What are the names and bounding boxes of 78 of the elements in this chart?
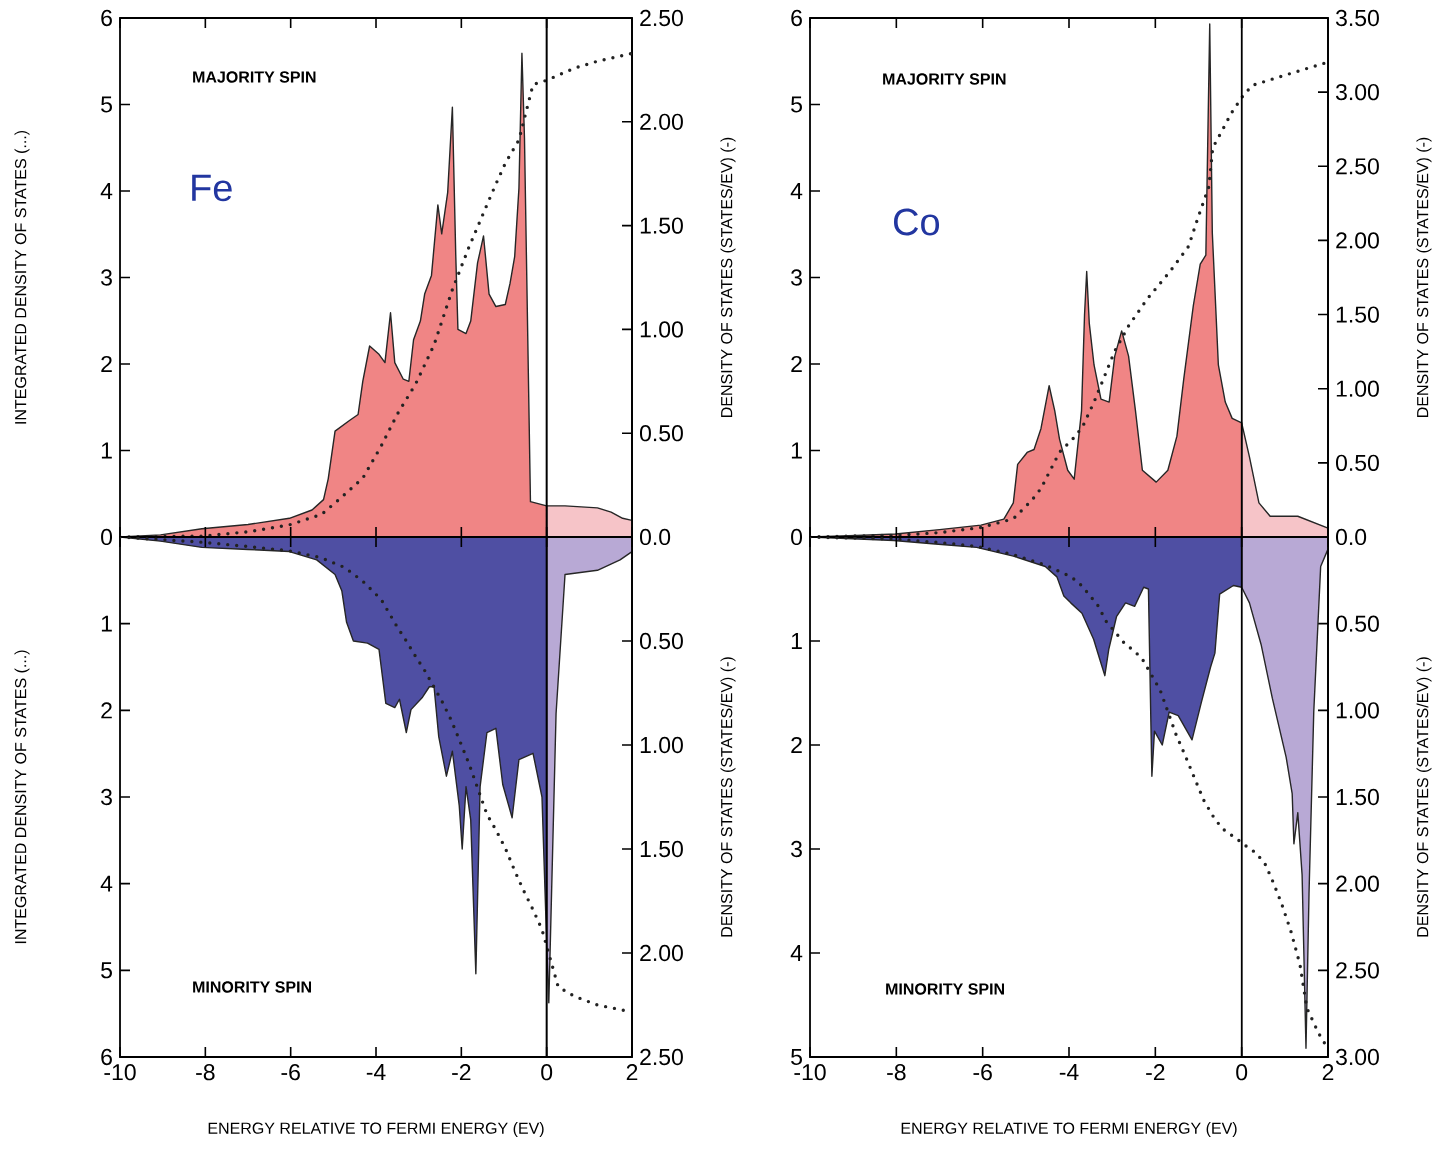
- y2-tick-label: 0.50: [639, 425, 683, 442]
- y-tick-label: 5: [101, 962, 112, 979]
- y-axis-title: INTEGRATED DENSITY OF STATES (...): [14, 130, 30, 424]
- y-tick-label: 0: [101, 528, 113, 546]
- y2-tick-label: 1.50: [640, 840, 683, 858]
- annotation: MAJORITY SPIN: [193, 71, 316, 83]
- y-tick-label: 5: [101, 96, 112, 113]
- y-tick-label: 1: [101, 442, 112, 459]
- x-tick-label: -8: [196, 1064, 215, 1081]
- y2-tick-label: 3.00: [1335, 83, 1379, 101]
- x-tick-label: -6: [973, 1064, 992, 1081]
- y2-tick-label: 1.00: [1336, 380, 1379, 397]
- y-tick-label: 3: [101, 269, 112, 286]
- y2-axis-title: DENSITY OF STATES (STATES/EV) (-): [1416, 137, 1432, 417]
- y2-tick-label: 3.00: [1335, 1048, 1379, 1066]
- y2-tick-label: 1.50: [640, 217, 683, 234]
- y-tick-label: 2: [791, 355, 802, 373]
- y-tick-label: 5: [791, 96, 802, 113]
- y2-tick-label: 2.50: [1336, 158, 1379, 175]
- y-tick-label: 2: [101, 355, 112, 373]
- y-axis-title: INTEGRATED DENSITY OF STATES (...): [14, 650, 30, 944]
- y2-tick-label: 2.00: [640, 113, 683, 130]
- y2-tick-label: 2.50: [640, 9, 683, 27]
- y2-tick-label: 1.00: [640, 321, 683, 338]
- annotation: Fe: [192, 174, 232, 202]
- x-tick-label: -10: [794, 1064, 826, 1081]
- y-tick-label: 6: [101, 9, 112, 27]
- x-tick-label: -10: [104, 1064, 136, 1081]
- x-axis-title: ENERGY RELATIVE TO FERMI ENERGY (EV): [208, 1122, 544, 1137]
- y-tick-label: 2: [791, 736, 802, 754]
- y2-tick-label: 3.50: [1335, 9, 1379, 27]
- y-tick-label: 6: [791, 9, 802, 27]
- y-tick-label: 4: [100, 875, 113, 892]
- annotation: MINORITY SPIN: [193, 981, 311, 993]
- y-tick-label: 3: [791, 840, 802, 858]
- y-tick-label: 3: [791, 269, 802, 286]
- y2-tick-label: 0.50: [1335, 454, 1379, 471]
- annotation: MAJORITY SPIN: [883, 73, 1006, 85]
- x-tick-label: 0: [541, 1064, 553, 1081]
- x-tick-label: 0: [1236, 1064, 1248, 1081]
- y2-axis-title: DENSITY OF STATES (STATES/EV) (-): [1416, 657, 1432, 937]
- y2-tick-label: 0.0: [639, 528, 671, 546]
- y-tick-label: 0: [791, 528, 803, 546]
- y-tick-label: 4: [790, 183, 803, 199]
- x-tick-label: 2: [1322, 1064, 1334, 1081]
- x-tick-label: -2: [1146, 1064, 1165, 1081]
- y2-tick-label: 2.00: [640, 944, 683, 962]
- y-tick-label: 3: [101, 788, 112, 806]
- x-axis-title: ENERGY RELATIVE TO FERMI ENERGY (EV): [901, 1122, 1237, 1137]
- y2-tick-label: 2.50: [1336, 962, 1379, 979]
- x-tick-label: 2: [626, 1064, 638, 1081]
- y2-tick-label: 2.00: [1336, 875, 1379, 892]
- y-tick-label: 1: [791, 442, 802, 459]
- y2-tick-label: 1.00: [640, 736, 683, 754]
- x-tick-label: -4: [366, 1064, 386, 1080]
- y2-tick-label: 1.50: [1336, 306, 1379, 323]
- y2-tick-label: 0.0: [1335, 528, 1367, 546]
- y-tick-label: 2: [101, 702, 112, 719]
- y2-tick-label: 2.50: [640, 1048, 683, 1066]
- x-tick-label: -4: [1059, 1064, 1079, 1080]
- y2-axis-title: DENSITY OF STATES (STATES/EV) (-): [720, 137, 736, 417]
- y2-tick-label: 0.50: [639, 632, 683, 650]
- y2-tick-label: 2.00: [1336, 232, 1379, 249]
- y2-tick-label: 0.50: [1335, 615, 1379, 632]
- x-tick-label: -8: [887, 1064, 906, 1081]
- y2-axis-title: DENSITY OF STATES (STATES/EV) (-): [720, 657, 736, 937]
- x-tick-label: -6: [281, 1064, 300, 1081]
- y-tick-label: 4: [100, 183, 113, 199]
- y-tick-label: 4: [790, 945, 803, 961]
- y2-tick-label: 1.00: [1336, 702, 1379, 719]
- annotation: MINORITY SPIN: [886, 983, 1004, 995]
- y-tick-label: 6: [101, 1048, 112, 1066]
- y2-tick-label: 1.50: [1336, 788, 1379, 806]
- y-tick-label: 5: [791, 1048, 802, 1066]
- annotation: Co: [893, 208, 940, 236]
- x-tick-label: -2: [452, 1064, 471, 1081]
- y-tick-label: 1: [791, 633, 802, 649]
- y-tick-label: 1: [101, 615, 112, 632]
